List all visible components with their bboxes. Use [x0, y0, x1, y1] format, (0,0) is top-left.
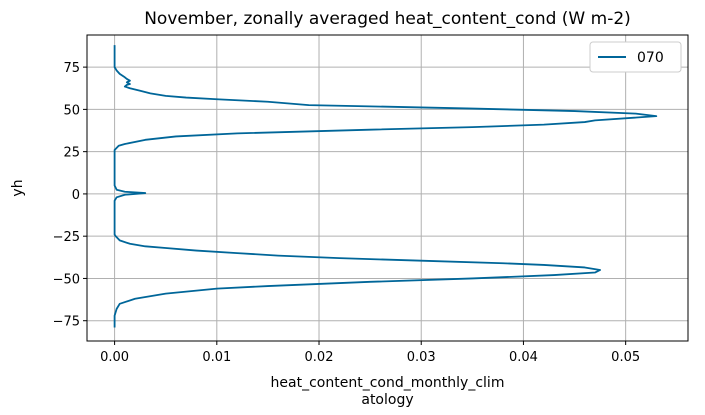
- series-line-070: [113, 45, 658, 328]
- y-axis-ticks: −75 −50 −25 0 25 50 75: [53, 61, 87, 330]
- chart-title: November, zonally averaged heat_content_…: [144, 9, 631, 29]
- y-tick-label: −75: [53, 315, 80, 330]
- y-tick-label: −25: [53, 230, 80, 245]
- legend-entry-070: 070: [637, 50, 664, 66]
- plot-frame: [86, 34, 689, 342]
- y-tick-label: 50: [63, 103, 80, 118]
- y-tick-label: 0: [72, 188, 80, 203]
- x-tick-label: 0.03: [407, 350, 436, 365]
- y-tick-label: 75: [63, 61, 80, 76]
- x-tick-label: 0.01: [202, 350, 231, 365]
- x-tick-label: 0.00: [100, 350, 129, 365]
- y-tick-label: 25: [63, 146, 80, 161]
- legend-box: [589, 41, 682, 73]
- x-axis-ticks: 0.00 0.01 0.02 0.03 0.04 0.05: [100, 341, 640, 365]
- grid-lines: [87, 35, 688, 341]
- series-group: [113, 45, 658, 328]
- x-tick-label: 0.04: [509, 350, 538, 365]
- x-axis-label-line2: atology: [361, 392, 413, 408]
- y-tick-label: −50: [53, 272, 80, 287]
- legend: 070: [589, 41, 682, 73]
- x-tick-label: 0.02: [305, 350, 334, 365]
- y-axis-label: yh: [10, 179, 26, 196]
- x-tick-label: 0.05: [611, 350, 640, 365]
- x-axis-label-line1: heat_content_cond_monthly_clim: [271, 375, 505, 391]
